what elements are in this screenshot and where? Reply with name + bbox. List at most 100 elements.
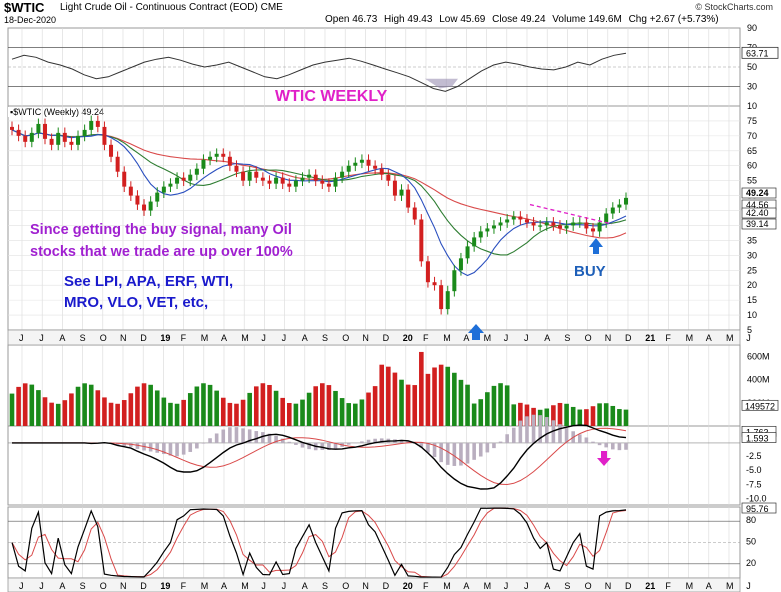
month-tick-bottom: M [241,581,249,591]
volume-bar [346,403,352,426]
volume-bar [518,402,523,426]
macd-histogram-bar [201,442,206,444]
macd-histogram-bar [505,434,509,443]
candle-body [175,177,180,184]
candle-body [320,180,325,184]
volume-bar [9,393,15,426]
candle-body [624,197,628,205]
symbol-label: $WTIC [4,0,45,15]
macd-histogram-bar [439,442,443,463]
macd-histogram-bar [419,442,424,448]
macd-histogram-bar [584,437,589,443]
candle-body [161,186,166,193]
volume-bar [333,390,338,426]
month-tick: J [524,333,529,343]
month-tick-bottom: A [302,581,308,591]
price-tick: 20 [747,280,757,290]
volume-bar [478,399,484,426]
macd-histogram-bar [181,442,186,455]
volume-bar [511,404,517,426]
macd-histogram-bar [320,442,325,451]
volume-bar [524,404,530,426]
price-label-value: 49.24 [746,188,769,198]
month-tick: 20 [403,333,413,343]
volume-bar [75,386,81,426]
volume-tick: 400M [747,375,770,385]
candle-body [201,159,206,169]
volume-bar [207,384,213,426]
open-value: Open 46.73 [325,14,378,25]
macd-line [12,424,627,490]
price-series-label: ▪$WTIC (Weekly) 49.24 [10,107,104,117]
ma-mid-line [11,129,627,256]
month-tick: J [746,333,751,343]
date-label: 18-Dec-2020 [4,15,57,25]
month-tick: 19 [160,333,170,343]
month-tick-bottom: J [39,581,44,591]
volume-bar [49,402,54,426]
price-label-bg [8,107,133,117]
volume-bar [603,403,609,426]
macd-histogram-bar [406,441,410,443]
month-tick: D [625,333,632,343]
candle-body [511,216,516,220]
volume-bar [36,390,41,426]
month-tick-bottom: M [726,581,734,591]
month-tick-bottom: O [100,581,107,591]
macd-histogram-bar [525,416,529,443]
volume-bar [141,383,147,426]
macd-histogram-bar [445,442,450,465]
volume-bar [419,351,424,426]
volume-bar [234,403,239,426]
high-value: High 49.43 [384,14,433,25]
price-tick: 55 [747,176,757,186]
candle-body [392,180,397,196]
volume-panel: 22 Feb Vol:71.29 [9,334,629,426]
price-label-value: 39.14 [746,219,769,229]
month-tick: F [665,333,671,343]
volume-bar [452,372,457,426]
candle-body [518,216,523,220]
ma-fast-line [11,129,627,277]
candle-body [419,219,424,262]
volume-bar [557,402,563,426]
candle-body [386,174,391,181]
candle-body [617,204,622,208]
macd-tick: -5.0 [746,465,762,475]
month-tick: A [221,333,227,343]
volume-bar [551,405,556,426]
candle-body [49,138,54,145]
volume-bar [412,385,418,426]
rsi-last-value: 63.71 [746,48,769,58]
candle-body [452,270,457,292]
candle-body [115,156,120,172]
volume-bar [597,403,602,426]
volume-bar [267,384,272,426]
volume-bar [372,386,378,426]
volume-bar [590,406,596,426]
volume-bar [62,400,68,426]
macd-histogram-bar [511,427,516,443]
buy-arrow-icon [589,238,603,254]
price-tick: 5 [747,325,752,335]
volume-bar [280,397,285,426]
month-tick-bottom: A [544,581,550,591]
candle-body [472,237,477,247]
month-tick: M [726,333,734,343]
volume-bar [313,386,318,426]
month-tick: N [362,333,369,343]
macd-histogram-bar [452,442,457,466]
candle-body [135,195,140,205]
macd-histogram-bar [195,442,199,449]
month-tick: S [322,333,328,343]
volume-bar [187,393,193,426]
candle-body [214,153,219,157]
month-tick: 21 [645,333,655,343]
macd-histogram-bar [247,429,252,443]
volume-bar [445,366,451,426]
macd-histogram-bar [472,442,476,460]
volume-bar [168,402,173,426]
volume-bar [610,405,616,426]
macd-panel [8,414,740,490]
